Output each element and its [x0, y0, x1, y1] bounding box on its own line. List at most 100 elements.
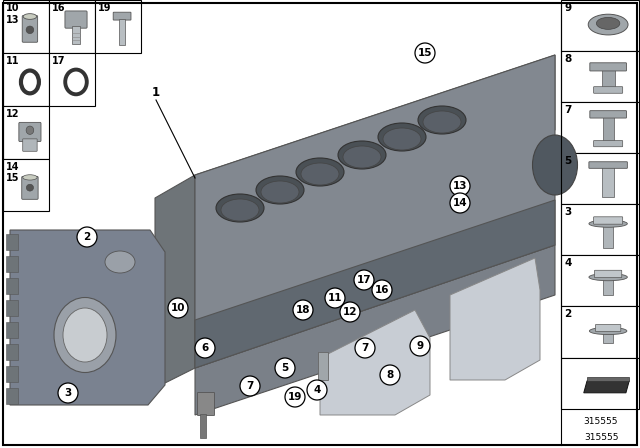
Text: 3: 3: [564, 207, 572, 217]
Circle shape: [380, 365, 400, 385]
Bar: [602, 113, 614, 146]
FancyBboxPatch shape: [22, 139, 37, 151]
FancyBboxPatch shape: [65, 11, 87, 28]
Ellipse shape: [423, 111, 461, 133]
Text: 19: 19: [99, 3, 112, 13]
Circle shape: [340, 302, 360, 322]
Ellipse shape: [221, 199, 259, 221]
Bar: [200, 414, 206, 438]
FancyBboxPatch shape: [593, 141, 623, 147]
Polygon shape: [450, 258, 540, 380]
Circle shape: [275, 358, 295, 378]
Polygon shape: [195, 55, 555, 250]
Circle shape: [415, 43, 435, 63]
Text: 1: 1: [152, 86, 160, 99]
Text: 3: 3: [65, 388, 72, 398]
Bar: [561, 0, 639, 51]
Circle shape: [372, 280, 392, 300]
Ellipse shape: [418, 106, 466, 134]
Bar: [6, 388, 18, 404]
Ellipse shape: [532, 135, 577, 195]
Bar: [3, 53, 49, 106]
Text: 18: 18: [296, 305, 310, 315]
Bar: [49, 0, 95, 53]
FancyBboxPatch shape: [22, 177, 38, 199]
Bar: [49, 53, 95, 106]
Bar: [561, 358, 639, 409]
Text: 4: 4: [564, 258, 572, 268]
Ellipse shape: [105, 251, 135, 273]
Ellipse shape: [338, 141, 386, 169]
Bar: [604, 330, 613, 343]
Text: 14: 14: [452, 198, 467, 208]
Polygon shape: [155, 175, 195, 388]
Text: 9: 9: [417, 341, 424, 351]
Polygon shape: [195, 200, 555, 368]
Polygon shape: [320, 310, 430, 415]
Ellipse shape: [63, 308, 107, 362]
Text: 7: 7: [564, 105, 572, 115]
Polygon shape: [195, 245, 555, 415]
Text: 9: 9: [564, 3, 572, 13]
Bar: [72, 26, 80, 43]
Bar: [6, 322, 18, 338]
Bar: [561, 102, 639, 153]
Ellipse shape: [26, 26, 34, 34]
Ellipse shape: [343, 146, 381, 168]
Ellipse shape: [68, 74, 83, 90]
Text: 19: 19: [288, 392, 302, 402]
Circle shape: [293, 300, 313, 320]
Ellipse shape: [23, 13, 36, 19]
Text: 12: 12: [6, 109, 20, 119]
Ellipse shape: [589, 327, 627, 335]
Text: 16: 16: [52, 3, 66, 13]
Ellipse shape: [26, 126, 34, 134]
Bar: [561, 51, 639, 102]
Polygon shape: [587, 377, 629, 381]
Ellipse shape: [589, 274, 627, 281]
Ellipse shape: [256, 176, 304, 204]
Text: 8: 8: [564, 54, 572, 64]
Text: 8: 8: [387, 370, 394, 380]
Circle shape: [285, 387, 305, 407]
Circle shape: [307, 380, 327, 400]
Text: 5: 5: [282, 363, 289, 373]
Circle shape: [410, 336, 430, 356]
Circle shape: [168, 298, 188, 318]
Ellipse shape: [296, 158, 344, 186]
Ellipse shape: [596, 17, 620, 30]
FancyBboxPatch shape: [593, 217, 623, 224]
Bar: [602, 68, 614, 91]
Bar: [6, 366, 18, 382]
Bar: [3, 159, 49, 211]
Text: 7: 7: [362, 343, 369, 353]
Circle shape: [355, 338, 375, 358]
Circle shape: [354, 270, 374, 290]
Polygon shape: [195, 55, 555, 368]
Ellipse shape: [24, 75, 35, 89]
Text: 6: 6: [202, 343, 209, 353]
Bar: [119, 19, 125, 45]
Bar: [318, 352, 328, 380]
Ellipse shape: [216, 194, 264, 222]
FancyBboxPatch shape: [589, 162, 627, 168]
FancyBboxPatch shape: [593, 87, 623, 93]
Bar: [561, 306, 639, 358]
Bar: [561, 204, 639, 255]
Polygon shape: [584, 381, 629, 393]
Text: 17: 17: [52, 56, 66, 66]
Circle shape: [240, 376, 260, 396]
Text: 13: 13: [452, 181, 467, 191]
Text: 12: 12: [343, 307, 357, 317]
Circle shape: [325, 288, 345, 308]
Text: 11: 11: [6, 56, 20, 66]
Circle shape: [58, 383, 78, 403]
FancyBboxPatch shape: [590, 63, 627, 71]
Text: 11: 11: [328, 293, 342, 303]
FancyBboxPatch shape: [595, 270, 621, 278]
Bar: [6, 300, 18, 316]
Text: 4: 4: [314, 385, 321, 395]
Bar: [6, 278, 18, 294]
FancyBboxPatch shape: [595, 324, 621, 332]
Text: 315555: 315555: [585, 433, 620, 442]
